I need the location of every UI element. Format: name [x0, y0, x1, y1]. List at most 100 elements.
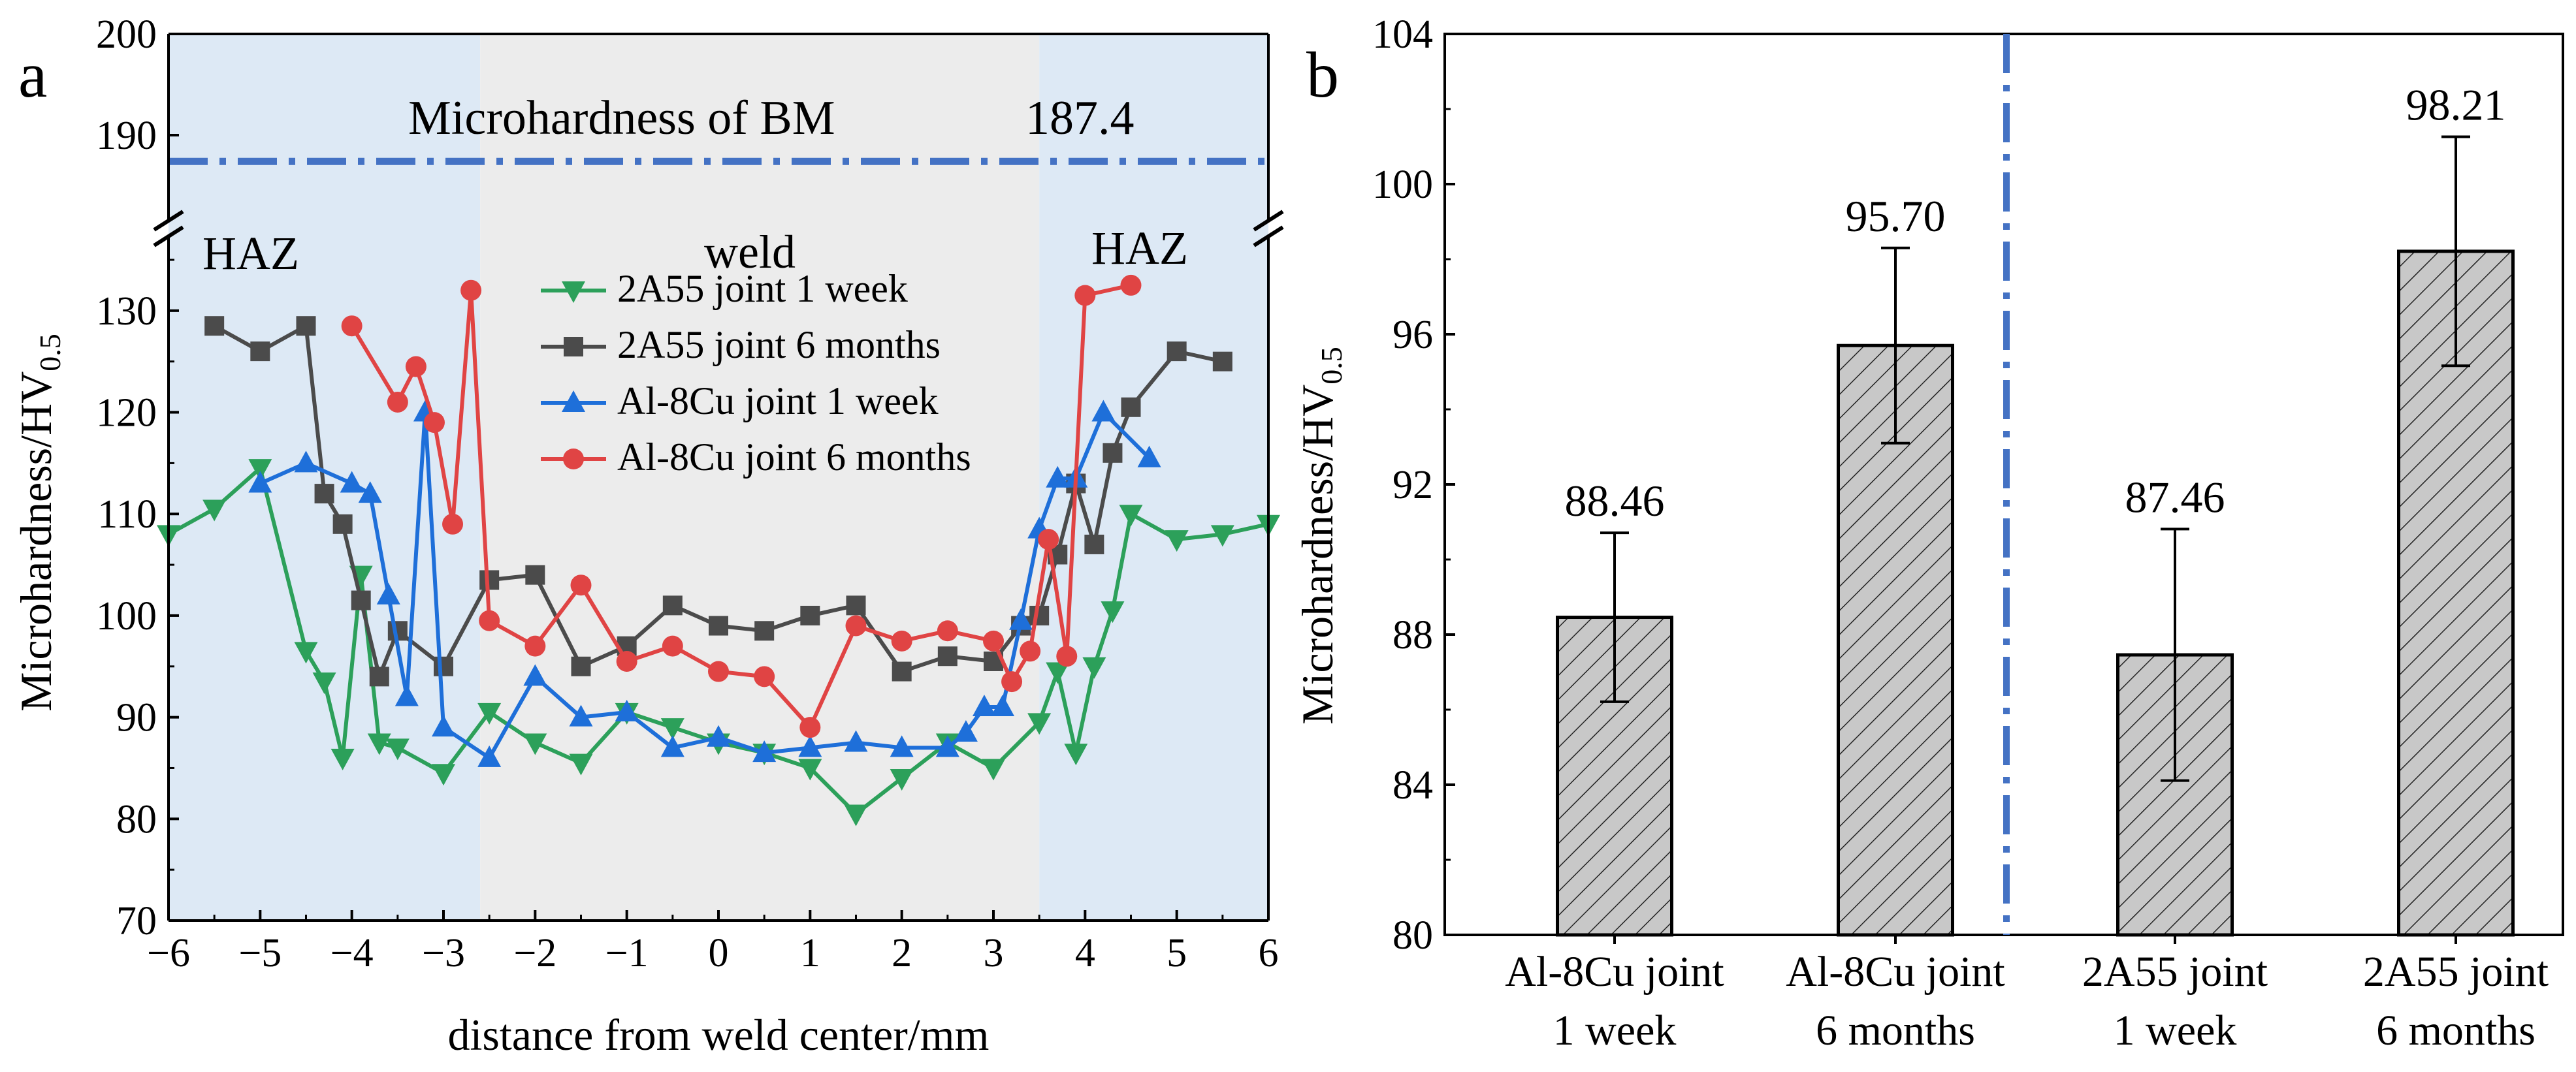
data-point-2a55-joint-6-months-29 — [1212, 351, 1232, 371]
data-point-al-8cu-joint-6-months-14 — [845, 615, 867, 637]
data-point-al-8cu-joint-1-week-9 — [523, 664, 547, 686]
b-y-tick-label-4: 96 — [1393, 313, 1433, 357]
panel-a-regions — [169, 34, 1268, 921]
data-point-al-8cu-joint-6-months-17 — [983, 630, 1004, 652]
y-tick-label-lower-3: 100 — [96, 594, 157, 638]
data-point-2a55-joint-1-week-3 — [294, 642, 318, 664]
panel-a-series — [157, 274, 1280, 827]
axis-break-left-2 — [153, 225, 184, 247]
legend-marker-2a55-joint-6-months — [564, 337, 583, 356]
data-point-al-8cu-joint-1-week-8 — [477, 745, 502, 767]
b-y-tick-label-6: 104 — [1372, 12, 1433, 57]
haz-right-label: HAZ — [1091, 222, 1188, 274]
data-point-2a55-joint-6-months-8 — [434, 656, 453, 676]
category-label-3-line2: 1 week — [2114, 1007, 2237, 1054]
y-tick-label-lower-1: 80 — [116, 797, 157, 842]
category-label-1-line1: Al-8Cu joint — [1505, 948, 1724, 996]
data-point-2a55-joint-1-week-19 — [890, 769, 914, 791]
value-label-0: 88.46 — [1565, 476, 1665, 526]
legend-label-al8cu-1-week: Al-8Cu joint 1 week — [617, 379, 939, 422]
data-point-2a55-joint-1-week-17 — [798, 759, 822, 781]
data-point-al-8cu-joint-6-months-20 — [1038, 529, 1059, 550]
series-line-2a55-joint-6-months — [213, 324, 1223, 679]
data-point-al-8cu-joint-6-months-16 — [937, 620, 958, 642]
x-tick-label-9: 3 — [984, 931, 1004, 975]
data-point-2a55-joint-6-months-6 — [369, 667, 389, 687]
data-point-al-8cu-joint-6-months-7 — [524, 635, 546, 657]
data-point-2a55-joint-1-week-9 — [432, 764, 455, 786]
data-point-al-8cu-joint-1-week-0 — [248, 471, 272, 493]
data-point-2a55-joint-6-months-5 — [351, 590, 371, 610]
panel-a-legend: 2A55 joint 1 week 2A55 joint 6 months Al… — [541, 267, 971, 479]
x-tick-label-0: −6 — [147, 931, 190, 975]
data-point-2a55-joint-6-months-0 — [204, 316, 225, 336]
axis-break-right-1 — [1253, 210, 1284, 232]
panel-a-ylabel: Microhardness/HV0.5 — [11, 334, 67, 712]
value-label-3: 98.21 — [2406, 80, 2506, 130]
data-point-2a55-joint-6-months-18 — [892, 661, 912, 682]
panel-a-ylabel-sub: 0.5 — [33, 334, 67, 371]
data-point-al-8cu-joint-1-week-22 — [1009, 608, 1033, 630]
data-point-2a55-joint-1-week-7 — [367, 733, 391, 755]
x-tick-label-4: −2 — [513, 931, 556, 975]
data-point-al-8cu-joint-1-week-27 — [1137, 445, 1161, 467]
data-point-2a55-joint-1-week-26 — [1101, 601, 1125, 623]
b-y-tick-label-2: 88 — [1393, 613, 1433, 657]
data-point-al-8cu-joint-1-week-4 — [376, 582, 400, 605]
data-point-al-8cu-joint-6-months-18 — [1001, 671, 1023, 693]
data-point-al-8cu-joint-1-week-16 — [844, 730, 868, 752]
data-point-2a55-joint-1-week-2 — [248, 459, 272, 481]
data-point-2a55-joint-6-months-15 — [754, 621, 775, 641]
x-tick-label-7: 1 — [800, 931, 820, 975]
data-point-al-8cu-joint-6-months-12 — [754, 666, 775, 687]
y-tick-label-lower-5: 120 — [96, 391, 157, 435]
x-tick-label-8: 2 — [892, 931, 912, 975]
data-point-2a55-joint-1-week-25 — [1082, 657, 1106, 679]
panel-b-ylabel: Microhardness/HV0.5 — [1293, 347, 1348, 725]
data-point-2a55-joint-6-months-16 — [800, 605, 820, 625]
data-point-2a55-joint-1-week-23 — [1046, 662, 1070, 684]
data-point-al-8cu-joint-6-months-21 — [1056, 646, 1078, 667]
data-point-2a55-joint-1-week-1 — [202, 499, 227, 522]
y-tick-label-lower-6: 130 — [96, 289, 157, 334]
data-point-al-8cu-joint-6-months-2 — [405, 356, 427, 377]
x-tick-label-3: −3 — [422, 931, 465, 975]
panel-a-ylabel-main: Microhardness/HV — [11, 371, 61, 712]
data-point-al-8cu-joint-6-months-3 — [423, 412, 445, 434]
data-point-al-8cu-joint-1-week-12 — [660, 735, 684, 757]
data-point-2a55-joint-6-months-17 — [846, 595, 866, 616]
data-point-al-8cu-joint-6-months-6 — [479, 610, 500, 631]
series-2a55-joint-6-months — [204, 316, 1232, 687]
panel-b-ylabel-main: Microhardness/HV — [1293, 385, 1342, 725]
x-tick-label-2: −4 — [330, 931, 374, 975]
data-point-2a55-joint-1-week-18 — [844, 804, 868, 827]
data-point-al-8cu-joint-1-week-19 — [954, 719, 978, 742]
legend-marker-2a55-joint-1-week — [562, 281, 585, 303]
x-tick-label-6: 0 — [709, 931, 729, 975]
data-point-al-8cu-joint-6-months-5 — [460, 279, 482, 301]
data-point-al-8cu-joint-1-week-5 — [394, 684, 419, 706]
legend-marker-al-8cu-joint-6-months — [563, 449, 584, 469]
data-point-2a55-joint-6-months-26 — [1103, 443, 1123, 463]
b-y-tick-label-1: 84 — [1393, 763, 1433, 808]
panel-a-xlabel: distance from weld center/mm — [448, 1010, 990, 1060]
x-tick-label-5: −1 — [605, 931, 649, 975]
x-tick-label-11: 5 — [1167, 931, 1187, 975]
data-point-al-8cu-joint-1-week-26 — [1091, 400, 1116, 422]
panel-a-ticks: −6 −5 −4 −3 −2 −1 0 1 2 3 4 5 6 70 80 90 100 110 120 130 190… — [96, 12, 1279, 975]
bm-reference-value: 187.4 — [1025, 91, 1135, 145]
data-point-2a55-joint-1-week-14 — [660, 718, 684, 740]
y-tick-label-lower-0: 70 — [116, 899, 157, 943]
data-point-al-8cu-joint-1-week-21 — [991, 695, 1015, 717]
data-point-2a55-joint-1-week-24 — [1064, 744, 1088, 766]
bar-1 — [1837, 343, 1954, 937]
series-al-8cu-joint-6-months — [341, 274, 1142, 738]
category-label-3-line1: 2A55 joint — [2082, 948, 2268, 996]
data-point-al-8cu-joint-6-months-22 — [1074, 285, 1096, 306]
data-point-2a55-joint-6-months-4 — [332, 514, 353, 534]
data-point-2a55-joint-6-months-27 — [1121, 397, 1141, 417]
region-weld — [480, 34, 1040, 921]
legend-label-2a55-6-months: 2A55 joint 6 months — [617, 323, 941, 366]
data-point-2a55-joint-6-months-10 — [525, 565, 545, 585]
